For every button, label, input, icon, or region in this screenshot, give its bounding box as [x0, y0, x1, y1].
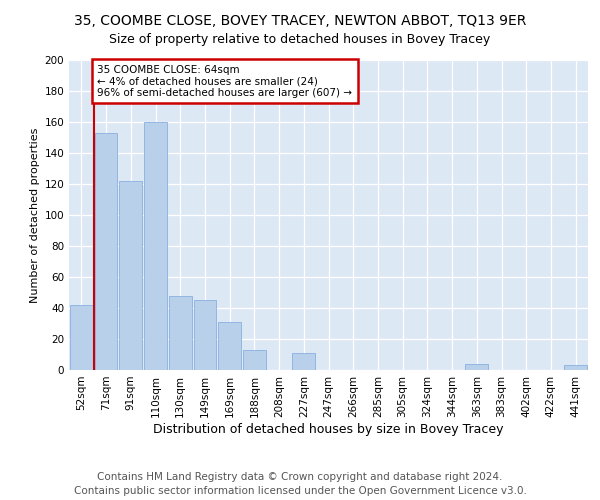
Bar [194, 300, 216, 370]
Bar [144, 122, 167, 370]
X-axis label: Distribution of detached houses by size in Bovey Tracey: Distribution of detached houses by size … [153, 422, 504, 436]
Bar [70, 305, 93, 370]
Bar [564, 366, 587, 370]
Bar [169, 296, 191, 370]
Bar [243, 350, 266, 370]
Text: 35 COOMBE CLOSE: 64sqm
← 4% of detached houses are smaller (24)
96% of semi-deta: 35 COOMBE CLOSE: 64sqm ← 4% of detached … [97, 64, 352, 98]
Bar [466, 364, 488, 370]
Bar [292, 353, 315, 370]
Bar [95, 133, 118, 370]
Bar [119, 181, 142, 370]
Text: Contains HM Land Registry data © Crown copyright and database right 2024.
Contai: Contains HM Land Registry data © Crown c… [74, 472, 526, 496]
Text: Size of property relative to detached houses in Bovey Tracey: Size of property relative to detached ho… [109, 32, 491, 46]
Bar [218, 322, 241, 370]
Text: 35, COOMBE CLOSE, BOVEY TRACEY, NEWTON ABBOT, TQ13 9ER: 35, COOMBE CLOSE, BOVEY TRACEY, NEWTON A… [74, 14, 526, 28]
Y-axis label: Number of detached properties: Number of detached properties [30, 128, 40, 302]
